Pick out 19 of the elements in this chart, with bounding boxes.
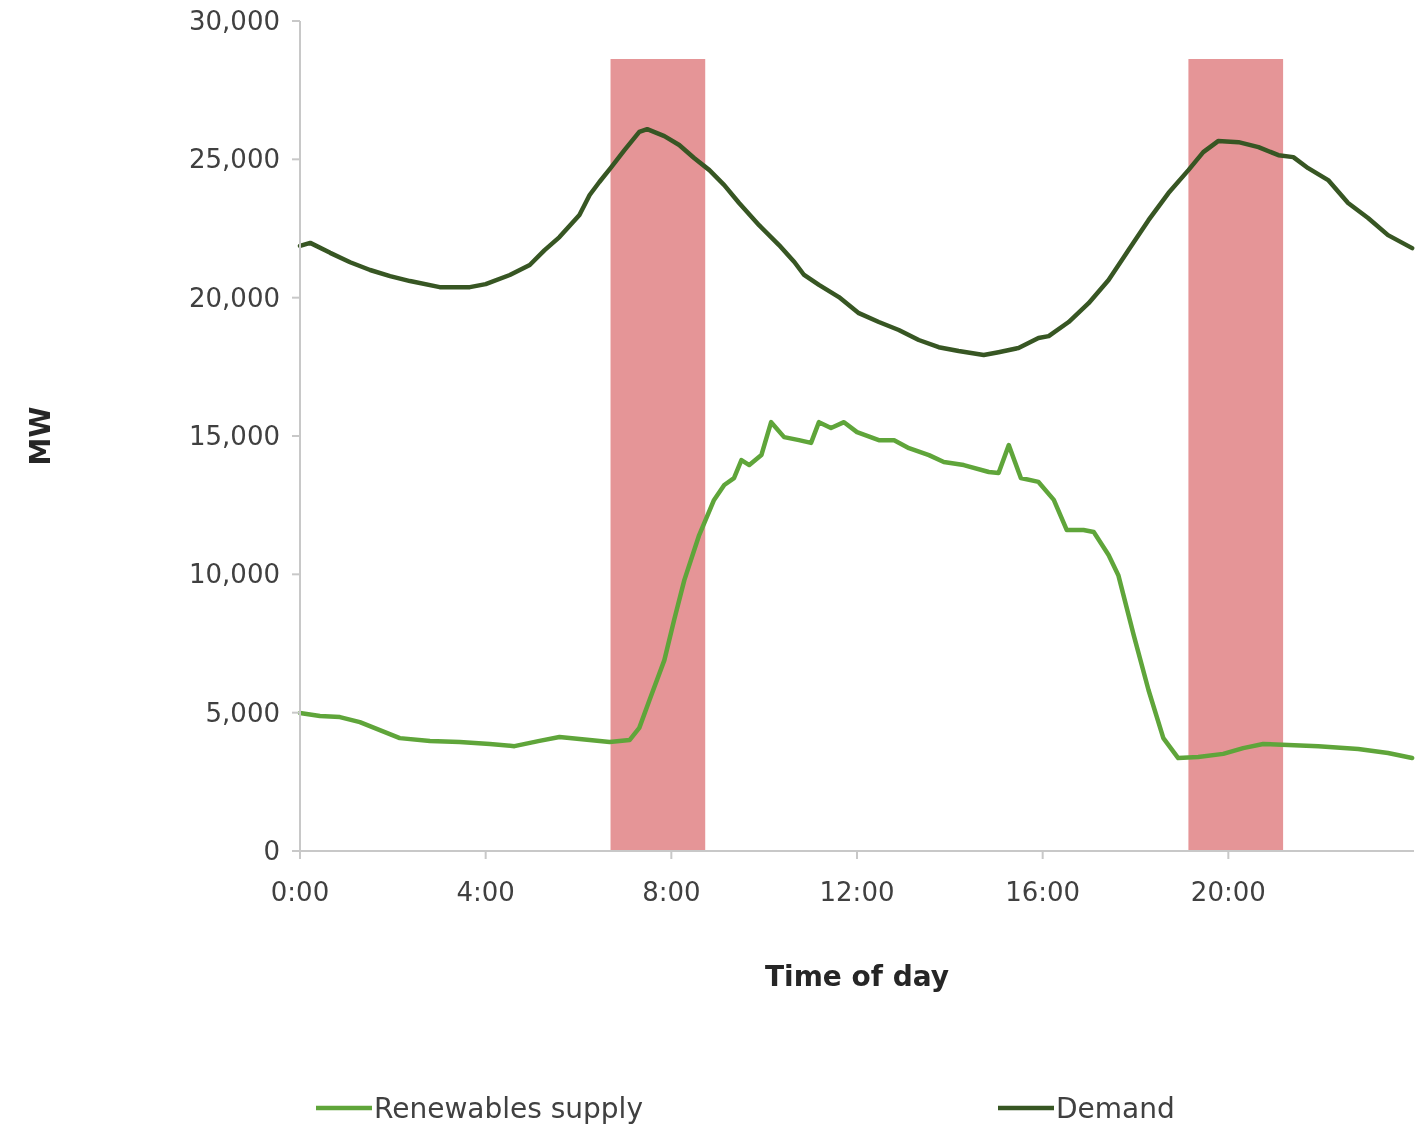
line-series (297, 126, 1415, 358)
y-tick-label: 25,000 (189, 144, 280, 175)
x-tick-label: 4:00 (456, 877, 515, 907)
line-series (297, 419, 1415, 761)
x-axis-title: Time of day (764, 960, 950, 993)
x-tick-label: 16:00 (1005, 877, 1081, 907)
y-tick-label: 0 (263, 836, 280, 867)
legend-label: Renewables supply (374, 1091, 643, 1124)
legend-label: Demand (1056, 1091, 1175, 1124)
x-tick-label: 8:00 (642, 877, 701, 907)
x-tick-label: 0:00 (270, 877, 330, 907)
y-tick-label: 10,000 (189, 559, 280, 590)
y-tick-label: 15,000 (189, 421, 280, 452)
y-tick-label: 20,000 (189, 282, 280, 313)
x-tick-label: 20:00 (1190, 877, 1266, 907)
y-axis-title: MW (24, 406, 57, 466)
y-tick-label: 30,000 (189, 6, 280, 37)
x-tick-label: 12:00 (819, 877, 895, 907)
y-tick-label: 5,000 (205, 697, 280, 728)
